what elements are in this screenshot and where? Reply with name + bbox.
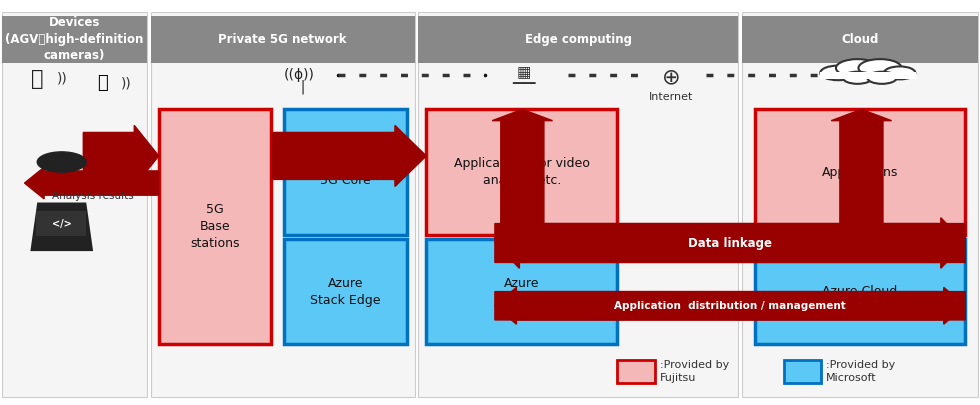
FancyBboxPatch shape: [418, 12, 738, 397]
Text: </>: </>: [52, 219, 72, 228]
Text: Analysis results: Analysis results: [52, 192, 134, 201]
Text: Private 5G network: Private 5G network: [219, 33, 347, 46]
FancyArrow shape: [495, 218, 965, 268]
Polygon shape: [30, 202, 93, 251]
Text: Edge computing: Edge computing: [524, 33, 632, 46]
Circle shape: [884, 66, 915, 79]
FancyBboxPatch shape: [284, 109, 407, 235]
Text: Application  distribution / management: Application distribution / management: [614, 301, 846, 311]
Text: )): )): [121, 76, 131, 90]
FancyBboxPatch shape: [2, 16, 147, 63]
Text: Internet: Internet: [649, 92, 694, 102]
FancyArrow shape: [24, 167, 159, 199]
Text: ⊕: ⊕: [662, 67, 681, 87]
FancyBboxPatch shape: [36, 211, 86, 236]
Text: Data linkage: Data linkage: [688, 237, 772, 249]
Text: Applications for video
analysis etc.: Applications for video analysis etc.: [454, 157, 590, 187]
FancyBboxPatch shape: [820, 72, 916, 79]
FancyArrow shape: [495, 288, 965, 324]
Text: 📷: 📷: [98, 74, 108, 92]
FancyBboxPatch shape: [426, 109, 617, 235]
Text: Azure Cloud: Azure Cloud: [822, 285, 898, 298]
FancyBboxPatch shape: [418, 16, 738, 63]
FancyBboxPatch shape: [755, 239, 965, 344]
FancyBboxPatch shape: [755, 109, 965, 235]
Text: )): )): [57, 72, 68, 86]
FancyArrow shape: [495, 218, 965, 268]
FancyArrow shape: [272, 126, 426, 186]
Circle shape: [867, 72, 897, 84]
FancyArrow shape: [492, 109, 553, 235]
Text: Applications: Applications: [822, 166, 898, 179]
FancyBboxPatch shape: [784, 360, 821, 383]
FancyBboxPatch shape: [159, 109, 271, 344]
Text: Azure
IoT Edge: Azure IoT Edge: [495, 277, 549, 307]
Text: :Provided by
Microsoft: :Provided by Microsoft: [826, 360, 896, 384]
Text: Azure
Stack Edge: Azure Stack Edge: [311, 277, 380, 307]
FancyArrow shape: [83, 126, 159, 186]
FancyBboxPatch shape: [426, 239, 617, 344]
Circle shape: [843, 72, 872, 84]
Text: :Provided by
Fujitsu: :Provided by Fujitsu: [660, 360, 729, 384]
Circle shape: [858, 59, 902, 77]
Text: 🚗: 🚗: [31, 69, 43, 89]
FancyArrow shape: [495, 288, 965, 324]
Text: Devices
(AGV、high-definition
cameras): Devices (AGV、high-definition cameras): [5, 17, 144, 62]
FancyBboxPatch shape: [151, 16, 415, 63]
FancyBboxPatch shape: [617, 360, 655, 383]
Text: 5G
Base
stations: 5G Base stations: [190, 203, 240, 250]
FancyBboxPatch shape: [742, 12, 978, 397]
Circle shape: [37, 152, 86, 172]
Circle shape: [836, 59, 879, 77]
Circle shape: [820, 66, 856, 80]
FancyBboxPatch shape: [151, 12, 415, 397]
FancyBboxPatch shape: [742, 16, 978, 63]
Text: Azure Private
5G Core: Azure Private 5G Core: [304, 157, 387, 187]
FancyArrow shape: [831, 109, 892, 235]
FancyBboxPatch shape: [284, 239, 407, 344]
FancyBboxPatch shape: [2, 12, 147, 397]
Text: ▦
▔▔: ▦ ▔▔: [513, 65, 536, 97]
Text: ((ϕ))
  |: ((ϕ)) |: [283, 68, 315, 94]
Text: Cloud: Cloud: [841, 33, 879, 46]
